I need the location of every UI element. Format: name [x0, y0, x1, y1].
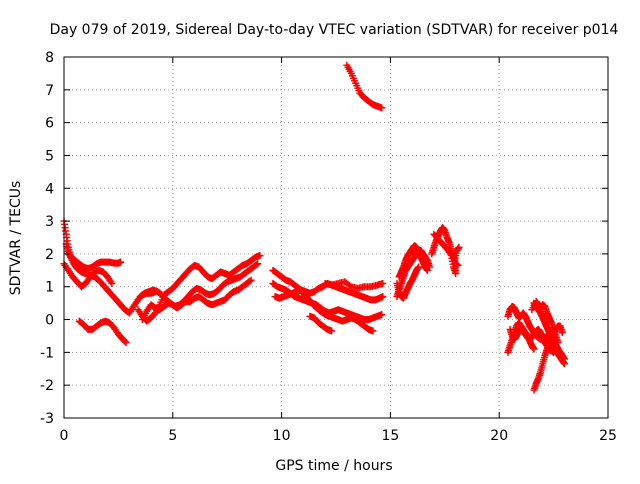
y-tick-label: 0 — [45, 313, 54, 329]
data-series-arc-13 — [343, 61, 386, 112]
data-point — [256, 252, 264, 260]
axis-ticks: 0 5 10 15 20 25 -3 -2 -1 0 1 2 3 4 5 6 7 8 — [40, 50, 617, 444]
data-series-arc-16 — [393, 263, 423, 302]
data-point — [254, 260, 262, 268]
data-point — [108, 279, 116, 287]
data-series-arc-24 — [528, 297, 562, 347]
data-series-arc-3 — [60, 260, 116, 291]
data-point — [530, 345, 538, 353]
data-series-arc-15 — [395, 242, 431, 281]
data-point — [117, 258, 125, 266]
data-point — [369, 327, 377, 335]
data-series-arc-21 — [504, 319, 538, 356]
data-series-arc-4 — [75, 317, 130, 347]
data-point — [246, 277, 254, 285]
y-tick-label: -2 — [40, 378, 54, 394]
chart-title: Day 079 of 2019, Sidereal Day-to-day VTE… — [50, 22, 619, 38]
data-point — [423, 266, 431, 274]
data-point — [455, 243, 463, 251]
data-point — [253, 261, 261, 269]
data-points — [60, 61, 568, 394]
data-series-arc-12 — [321, 278, 387, 292]
y-tick-label: 4 — [45, 181, 54, 197]
data-series-arc-11 — [306, 312, 336, 335]
plot-frame — [63, 56, 609, 419]
x-tick-label: 25 — [599, 428, 617, 444]
y-tick-label: -3 — [40, 411, 54, 427]
y-tick-label: 8 — [45, 50, 54, 66]
y-tick-label: 1 — [45, 280, 54, 296]
data-point — [378, 311, 386, 319]
data-series-arc-18 — [430, 230, 463, 278]
y-tick-label: 3 — [45, 214, 54, 230]
data-point — [378, 104, 386, 112]
data-series-arc-7 — [138, 276, 255, 324]
x-axis-label: GPS time / hours — [275, 458, 392, 474]
y-tick-label: 2 — [45, 247, 54, 263]
y-axis-label: SDTVAR / TECUs — [8, 181, 24, 296]
y-tick-label: 7 — [45, 83, 54, 99]
x-tick-label: 10 — [273, 428, 291, 444]
data-point — [415, 263, 423, 271]
data-series-arc-10 — [271, 279, 387, 304]
y-tick-label: 5 — [45, 148, 54, 164]
y-tick-label: 6 — [45, 116, 54, 132]
y-tick-label: -1 — [40, 345, 54, 361]
data-point — [121, 338, 129, 346]
data-point — [379, 279, 387, 287]
data-point — [328, 327, 336, 335]
x-tick-label: 15 — [381, 428, 399, 444]
data-point — [247, 276, 255, 284]
x-tick-label: 0 — [60, 428, 69, 444]
data-point — [122, 339, 130, 347]
data-point — [550, 348, 558, 356]
data-series-arc-2 — [62, 240, 125, 273]
x-tick-label: 5 — [168, 428, 177, 444]
data-point — [554, 339, 562, 347]
x-tick-label: 20 — [490, 428, 508, 444]
data-point — [379, 293, 387, 301]
data-point — [558, 329, 566, 337]
data-point — [560, 355, 568, 363]
